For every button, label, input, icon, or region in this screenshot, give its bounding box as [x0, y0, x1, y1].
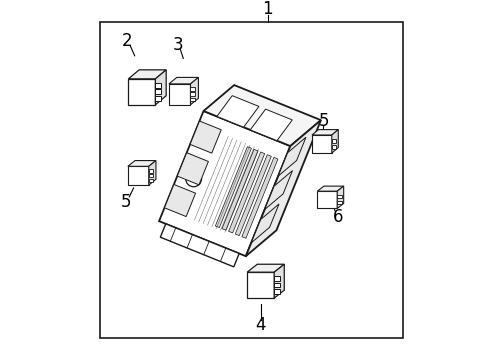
Polygon shape [190, 77, 198, 105]
Polygon shape [203, 85, 320, 146]
Polygon shape [127, 161, 156, 166]
Polygon shape [168, 77, 198, 84]
Polygon shape [317, 186, 343, 191]
Polygon shape [128, 79, 155, 105]
Polygon shape [160, 224, 239, 267]
Polygon shape [222, 149, 258, 230]
Polygon shape [148, 169, 153, 173]
Polygon shape [250, 109, 292, 141]
Polygon shape [217, 96, 258, 127]
Polygon shape [274, 289, 280, 294]
Polygon shape [331, 139, 335, 143]
Polygon shape [190, 98, 195, 102]
Polygon shape [164, 184, 195, 217]
Polygon shape [155, 96, 161, 100]
Polygon shape [331, 130, 338, 153]
Polygon shape [168, 84, 190, 105]
Bar [101, 22, 402, 338]
Polygon shape [155, 90, 161, 94]
Polygon shape [190, 121, 221, 153]
Polygon shape [337, 186, 343, 208]
Polygon shape [274, 283, 280, 287]
Polygon shape [159, 111, 290, 256]
Polygon shape [245, 120, 320, 256]
Polygon shape [190, 87, 195, 91]
Polygon shape [148, 179, 153, 182]
Polygon shape [215, 147, 251, 228]
Text: 2: 2 [122, 32, 133, 50]
Text: 6: 6 [332, 208, 343, 226]
Polygon shape [264, 171, 292, 210]
Text: 4: 4 [255, 316, 265, 334]
Polygon shape [148, 174, 153, 177]
Polygon shape [317, 191, 337, 208]
Polygon shape [148, 161, 156, 185]
Polygon shape [278, 137, 305, 176]
Polygon shape [311, 130, 338, 135]
Polygon shape [190, 93, 195, 96]
Polygon shape [274, 276, 280, 281]
Text: 5: 5 [318, 112, 328, 130]
Polygon shape [337, 201, 341, 204]
Polygon shape [235, 155, 271, 235]
Polygon shape [247, 264, 284, 272]
Polygon shape [127, 166, 148, 185]
Polygon shape [242, 157, 277, 238]
Polygon shape [311, 135, 331, 153]
Polygon shape [337, 195, 341, 198]
Polygon shape [228, 152, 264, 233]
Text: 5: 5 [121, 193, 131, 211]
Text: 3: 3 [172, 36, 183, 54]
Text: 1: 1 [262, 0, 273, 18]
Polygon shape [331, 145, 335, 149]
Polygon shape [274, 264, 284, 298]
Polygon shape [128, 70, 166, 79]
Polygon shape [177, 153, 208, 185]
Polygon shape [155, 70, 166, 105]
Polygon shape [247, 272, 274, 298]
Polygon shape [251, 204, 279, 243]
Polygon shape [155, 83, 161, 87]
